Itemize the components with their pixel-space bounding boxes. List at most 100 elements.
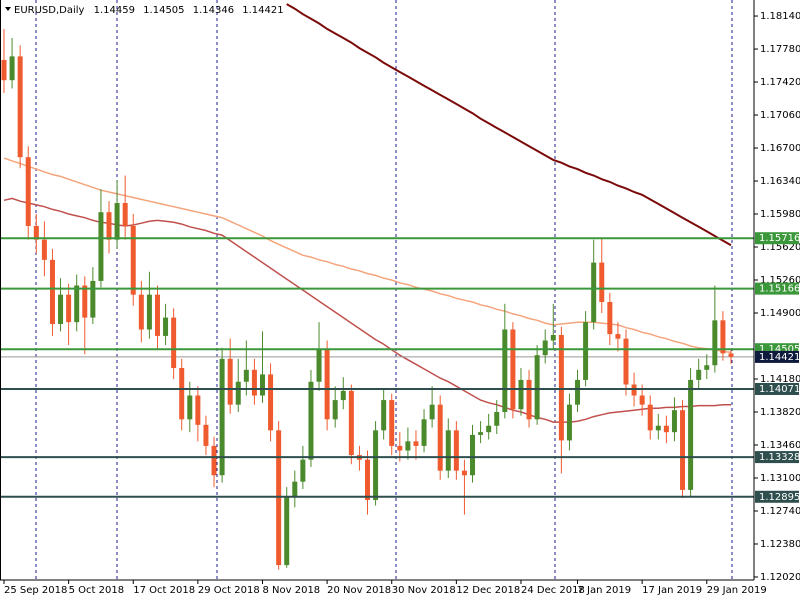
x-tick-label: 17 Jan 2019 [642, 585, 702, 596]
candle-body [179, 367, 185, 420]
candle-body [478, 432, 484, 435]
y-tick-label: 1.13460 [760, 440, 800, 451]
level-label-box [755, 282, 799, 295]
candle-body [122, 203, 128, 226]
candle-body [663, 425, 669, 433]
candle-body [90, 280, 96, 318]
y-tick-label: 1.12020 [760, 572, 800, 583]
candle-body [494, 411, 500, 426]
candle-body [98, 212, 104, 281]
candle-body [82, 285, 88, 318]
level-label-box [755, 490, 799, 503]
y-tick-label: 1.17060 [760, 110, 800, 121]
candle-body [405, 441, 411, 451]
candle-body [704, 365, 710, 370]
candle-body [671, 410, 677, 433]
candle-body [655, 425, 661, 431]
y-tick-label: 1.14900 [760, 308, 800, 319]
candle-body [300, 459, 306, 482]
candle-body [324, 349, 330, 420]
candle-body [365, 459, 370, 500]
candle-body [647, 404, 653, 431]
header-value: 1.14505 [143, 5, 184, 16]
candle-body [623, 338, 629, 385]
candle-body [268, 374, 274, 431]
header-value: 1.14346 [193, 5, 234, 16]
menu-triangle [5, 7, 11, 11]
y-tick-label: 1.16340 [760, 176, 800, 187]
candle-body [680, 410, 686, 490]
plot-area [0, 0, 754, 580]
price-label: 1.14421 [759, 352, 800, 363]
candle-body [566, 404, 572, 441]
candle-body [639, 395, 645, 405]
candle-body [316, 349, 322, 382]
candle-body [696, 369, 702, 380]
candle-body [445, 430, 451, 471]
chart-header: EURUSD,Daily 1.14459 1.14505 1.14346 1.1… [14, 5, 284, 16]
header-value: 1.14459 [94, 5, 135, 16]
candle-body [114, 203, 120, 240]
y-tick-label: 1.14180 [760, 374, 800, 385]
x-tick-label: 30 Nov 2018 [392, 585, 456, 596]
candle-body [251, 369, 257, 396]
candle-body [518, 379, 524, 410]
price-label-box [755, 350, 799, 363]
candle-body [534, 355, 540, 420]
y-tick-label: 1.15620 [760, 242, 800, 253]
candle-body [397, 445, 403, 451]
y-tick-label: 1.15980 [760, 209, 800, 220]
candle-body [49, 259, 55, 325]
candle-body [25, 157, 31, 226]
candle-body [348, 390, 354, 456]
y-tick-label: 1.18140 [760, 11, 800, 22]
candle-body [74, 285, 80, 323]
candle-body [607, 302, 613, 335]
level-label-box [755, 232, 799, 245]
candle-body [203, 424, 209, 446]
candle-body [243, 369, 249, 382]
header-value: 1.14421 [242, 5, 283, 16]
candle-body [292, 481, 298, 497]
candle-body [437, 404, 443, 471]
x-tick-label: 29 Oct 2018 [198, 585, 260, 596]
candle-body [332, 400, 338, 420]
candle-body [138, 294, 144, 330]
x-tick-label: 25 Sep 2018 [4, 585, 67, 596]
candle-body [17, 56, 23, 158]
candle-body [41, 239, 47, 260]
x-tick-label: 12 Dec 2018 [456, 585, 520, 596]
level-label: 1.14071 [759, 384, 800, 395]
candle-body [502, 329, 508, 412]
y-tick-label: 1.13820 [760, 407, 800, 418]
candle-body [58, 294, 64, 325]
x-tick-label: 7 Jan 2019 [578, 585, 632, 596]
level-label: 1.13328 [759, 452, 800, 463]
y-tick-label: 1.17780 [760, 44, 800, 55]
level-label: 1.15166 [759, 284, 800, 295]
candle-body [429, 404, 435, 420]
candle-body [9, 56, 15, 81]
candle-body [373, 430, 379, 500]
level-label-box [755, 451, 799, 464]
candle-body [453, 430, 459, 471]
x-tick-label: 24 Dec 2018 [521, 585, 585, 596]
candle-body [550, 335, 556, 341]
level-label: 1.12895 [759, 492, 800, 503]
y-tick-label: 1.13100 [760, 473, 800, 484]
candle-body [284, 496, 290, 566]
x-tick-label: 20 Nov 2018 [327, 585, 391, 596]
candle-body [583, 322, 589, 380]
candle-body [728, 353, 734, 357]
moving-average [286, 3, 732, 247]
candle-body [615, 334, 621, 339]
candle-body [219, 358, 225, 476]
candle-body [66, 294, 72, 323]
candle-body [486, 425, 492, 433]
candle-body [227, 358, 233, 405]
candle-body [389, 400, 395, 446]
chart-title: EURUSD,Daily [14, 5, 85, 16]
x-tick-label: 17 Oct 2018 [133, 585, 195, 596]
